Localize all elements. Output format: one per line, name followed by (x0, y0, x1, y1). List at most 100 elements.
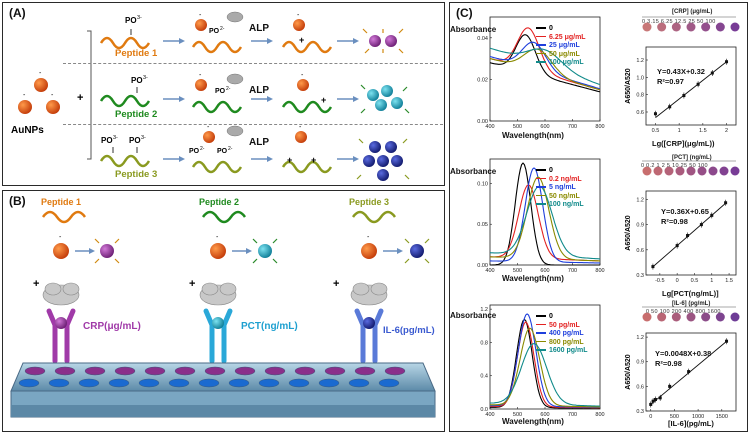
spectrum-line (489, 34, 601, 93)
svg-text:PO: PO (217, 148, 228, 155)
legend-entry: 0 (536, 313, 588, 322)
y-tick-label: 0.6 (636, 110, 644, 116)
spectrum-line (489, 185, 601, 260)
crp-r2: R²=0.97 (657, 77, 684, 86)
plot-frame (645, 190, 737, 276)
crp-equation: Y=0.43X+0.32 R²=0.97 (657, 67, 705, 87)
legend-swatch (536, 349, 546, 351)
color-swatch (657, 22, 667, 32)
b-peptide-3-label: Peptide 3 (349, 197, 390, 207)
legend-swatch (536, 340, 546, 343)
b-peptide-1-label: Peptide 1 (41, 197, 82, 207)
peptide-1-label: Peptide 1 (115, 48, 158, 59)
data-point (696, 82, 700, 86)
legend-entry: 1600 pg/mL (536, 347, 588, 356)
svg-text:+: + (189, 278, 195, 290)
crp-eq-line: Y=0.43X+0.32 (657, 67, 705, 76)
pct-equation: Y=0.36X+0.65 R²=0.98 (661, 207, 709, 227)
color-swatch (715, 22, 725, 32)
svg-text:3-: 3- (143, 75, 148, 81)
data-point (649, 402, 653, 406)
absorbance-label-3: Absorbance (450, 311, 497, 320)
legend-text: 100 ng/mL (549, 201, 584, 208)
row-peptide-3: PO 3- PO 3- - PO 2- PO 2- - + + (99, 124, 410, 181)
legend-entry: 100 μg/mL (536, 59, 586, 68)
x-tick-label: 600 (540, 412, 549, 418)
divider-1 (63, 63, 443, 64)
spectrum-line (490, 343, 600, 407)
aunps-cluster: - - - (18, 70, 60, 114)
color-swatch (664, 166, 674, 176)
y-tick-label: 0.8 (480, 340, 488, 346)
row-peptide-2: PO 3- - PO 2- - + (99, 72, 410, 114)
plate-well (198, 378, 220, 388)
plate-well (174, 366, 196, 376)
data-point (653, 398, 657, 402)
svg-text:-: - (301, 72, 304, 79)
color-swatch (730, 166, 740, 176)
svg-text:PO: PO (125, 16, 137, 25)
legend-text: 0 (549, 25, 553, 32)
color-swatch (730, 22, 740, 32)
pct-xlabel: Lg[PCT(ng/mL)] (662, 289, 719, 298)
plate-well (294, 366, 316, 376)
plate-wells (18, 366, 406, 388)
pct-eq-line: Y=0.36X+0.65 (661, 207, 709, 216)
legend-swatch (536, 44, 546, 46)
legend-entry: 0 (536, 167, 584, 176)
svg-text:-: - (199, 12, 202, 19)
spectrum-line (490, 327, 600, 408)
x-tick-label: 1000 (692, 414, 704, 420)
x-tick-label: 400 (485, 412, 494, 418)
data-point (710, 213, 714, 217)
alp-enzyme-icon (226, 11, 244, 137)
x-tick-label: -0.5 (655, 278, 664, 284)
svg-text:+: + (299, 35, 304, 45)
y-tick-label: 0.3 (636, 409, 644, 415)
legend-entry: 100 ng/mL (536, 201, 584, 210)
svg-text:2-: 2- (226, 86, 231, 92)
legend-row3: 0 50 pg/mL 400 pg/mL 800 pg/mL 1600 pg/mL (536, 313, 588, 356)
panel-a: (A) - - - + PO (2, 2, 445, 186)
panel-c: (C) 400 500 600 700 800 0.00 0.02 0.04 0.5 1 1.5 2 0… (449, 2, 748, 432)
x-tick-label: 800 (595, 412, 604, 418)
color-swatch (715, 312, 725, 322)
panel-c-label: (C) (456, 6, 473, 20)
color-swatch (675, 166, 685, 176)
x-tick-label: 700 (568, 268, 577, 274)
pct-label: PCT(ng/mL) (241, 321, 298, 332)
plate-well (348, 378, 370, 388)
legend-text: 0.2 ng/mL (549, 175, 582, 183)
svg-text:PO: PO (129, 136, 141, 145)
legend-swatch (536, 27, 546, 29)
y-tick-label: 0.0 (480, 407, 488, 413)
legend-text: 25 μg/mL (549, 42, 580, 49)
il6-scale-title: [IL-6] (pg/mL) (672, 301, 711, 307)
y-axis-label: A650/A520 (625, 215, 632, 251)
svg-text:3-: 3- (137, 15, 142, 21)
data-point (675, 244, 679, 248)
x-tick-label: 0.5 (691, 278, 699, 284)
y-tick-label: 0.8 (636, 93, 644, 99)
plate-well (54, 366, 76, 376)
plate-well (234, 366, 256, 376)
plate-well (18, 378, 40, 388)
legend-entry: 50 μg/mL (536, 51, 586, 60)
y-tick-label: 0.00 (477, 119, 488, 125)
plate-well (114, 366, 136, 376)
il6-scale-ticks: 0 50 100 200 400 800 1600 (646, 309, 721, 315)
data-point (653, 112, 657, 116)
legend-swatch (536, 177, 546, 180)
crp-scale-ticks: 0 3.15 6.25 12.5 25 50 100 (642, 19, 716, 25)
plot-frame (645, 332, 737, 412)
legend-swatch (536, 194, 546, 197)
color-swatch (642, 22, 652, 32)
legend-swatch (536, 52, 546, 55)
crp-xlabel: Lg([CRP](μg/mL)) (652, 139, 715, 148)
legend-swatch (536, 35, 546, 38)
absorbance-label-1: Absorbance (450, 25, 497, 34)
antibody-il6-icon (354, 308, 384, 364)
plate-well (288, 378, 310, 388)
svg-text:-: - (367, 234, 370, 241)
data-point (725, 60, 729, 64)
